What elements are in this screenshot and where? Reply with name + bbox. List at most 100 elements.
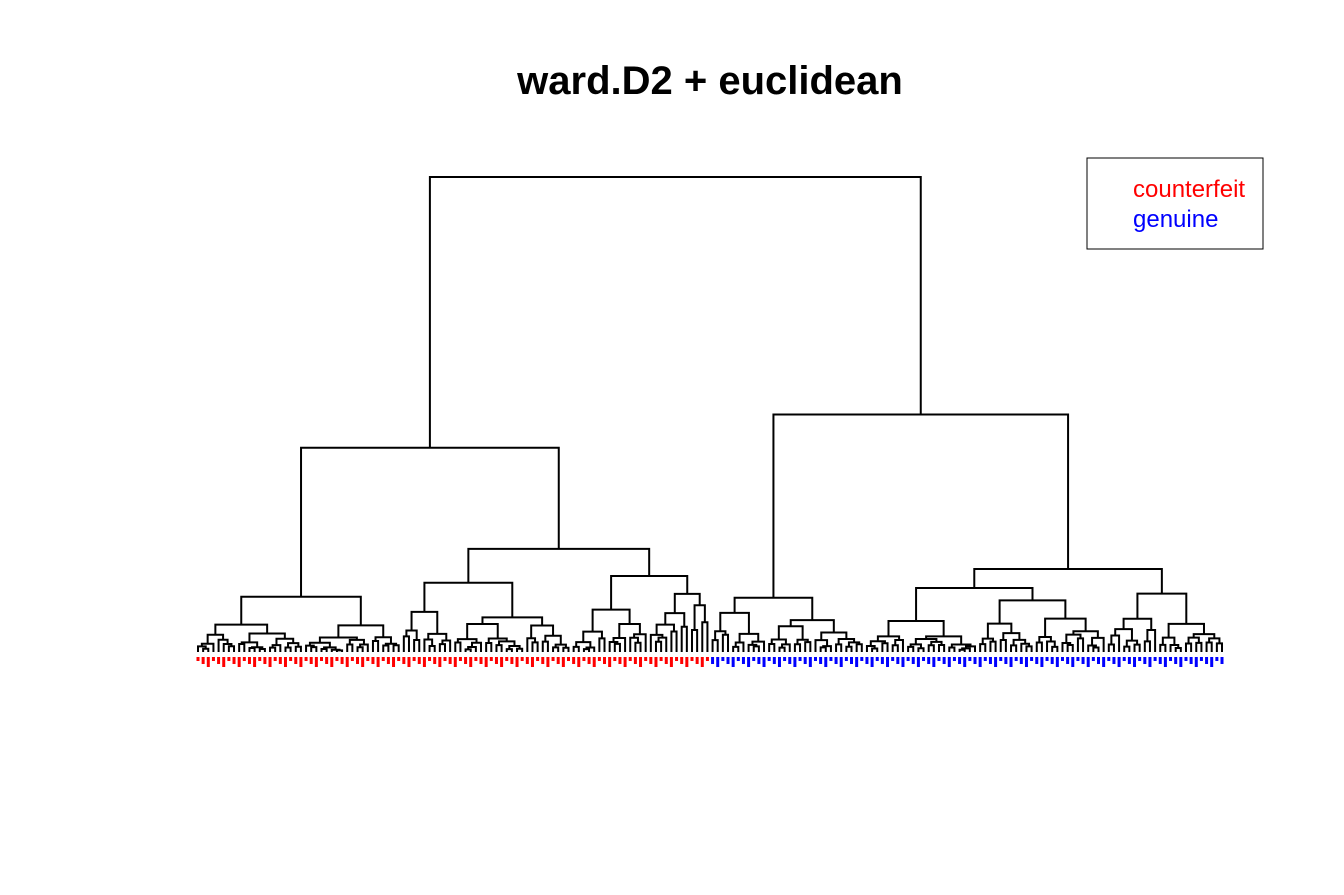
dendrogram-branch <box>248 647 256 652</box>
leaf-label-counterfeit <box>669 657 673 667</box>
dendrogram-branch <box>719 611 750 634</box>
leaf-label-counterfeit <box>376 657 380 667</box>
dendrogram-branch <box>770 638 787 645</box>
leaf-label-genuine <box>901 657 905 667</box>
dendrogram-branch <box>1136 592 1188 624</box>
leaf-label-genuine <box>942 657 946 664</box>
dendrogram-branch <box>1159 643 1167 652</box>
dendrogram-branch <box>1122 617 1153 631</box>
dendrogram-branch <box>1092 646 1100 652</box>
leaf-label-counterfeit <box>237 657 241 667</box>
dendrogram-branch <box>1038 635 1052 643</box>
dendrogram-branch <box>495 644 503 652</box>
leaf-label-genuine <box>896 657 900 664</box>
leaf-label-counterfeit <box>273 657 277 661</box>
dendrogram-branch <box>1205 641 1213 652</box>
dendrogram-branch <box>772 413 1070 598</box>
leaf-label-genuine <box>736 657 740 661</box>
dendrogram-branch <box>835 643 843 652</box>
leaf-label-counterfeit <box>639 657 643 667</box>
dendrogram-branch <box>441 639 452 652</box>
dendrogram-branch <box>907 645 915 652</box>
leaf-label-counterfeit <box>289 657 293 661</box>
leaf-label-counterfeit <box>433 657 437 664</box>
dendrogram-branch <box>554 643 567 648</box>
dendrogram-branch <box>275 637 295 646</box>
dendrogram-branch <box>582 630 603 643</box>
leaf-label-genuine <box>850 657 854 664</box>
dendrogram-branch <box>382 644 390 652</box>
dendrogram-branch <box>891 644 899 652</box>
leaf-label-genuine <box>891 657 895 661</box>
dendrogram-branch <box>981 637 995 645</box>
leaf-label-genuine <box>1040 657 1044 667</box>
leaf-label-genuine <box>1174 657 1178 664</box>
leaf-label-counterfeit <box>222 657 226 667</box>
leaf-label-counterfeit <box>633 657 637 664</box>
dendrogram-branch <box>1051 645 1059 652</box>
leaf-label-genuine <box>983 657 987 661</box>
dendrogram-branch <box>1114 628 1133 641</box>
dendrogram-branch <box>925 635 963 645</box>
leaf-label-genuine <box>865 657 869 664</box>
dendrogram-branch <box>917 647 925 652</box>
dendrogram-branch <box>428 176 922 448</box>
leaf-label-genuine <box>1122 657 1126 661</box>
leaf-label-counterfeit <box>345 657 349 667</box>
dendrogram-branch <box>881 642 889 652</box>
leaf-label-genuine <box>1014 657 1018 661</box>
dendrogram-branch <box>374 636 392 644</box>
dendrogram-branch <box>721 633 730 652</box>
leaf-label-genuine <box>1184 657 1188 661</box>
leaf-label-genuine <box>1081 657 1085 664</box>
leaf-label-genuine <box>793 657 797 667</box>
dendrogram-branch <box>582 648 591 652</box>
dendrogram-branch <box>294 645 302 652</box>
dendrogram-branch <box>789 619 835 633</box>
leaf-label-counterfeit <box>242 657 246 661</box>
leaf-label-counterfeit <box>258 657 262 661</box>
leaf-label-counterfeit <box>608 657 612 667</box>
dendrogram-branch <box>693 604 706 631</box>
leaf-label-counterfeit <box>587 657 591 664</box>
leaf-label-counterfeit <box>278 657 282 664</box>
dendrogram-branch <box>598 637 606 652</box>
leaf-label-counterfeit <box>366 657 370 661</box>
dendrogram-branch <box>612 637 627 652</box>
dendrogram-branch <box>308 641 331 648</box>
dendrogram-branch <box>526 637 537 652</box>
leaf-label-counterfeit <box>294 657 298 664</box>
leaf-label-genuine <box>829 657 833 661</box>
dendrogram-branch <box>734 641 745 652</box>
leaf-label-counterfeit <box>566 657 570 661</box>
leaf-label-genuine <box>1194 657 1198 667</box>
leaf-label-counterfeit <box>381 657 385 661</box>
leaf-label-genuine <box>1045 657 1049 661</box>
leaf-label-genuine <box>1220 657 1224 664</box>
leaf-label-genuine <box>716 657 720 667</box>
leaf-label-genuine <box>952 657 956 661</box>
dendrogram-branch <box>269 646 277 652</box>
leaf-label-counterfeit <box>556 657 560 664</box>
leaf-label-counterfeit <box>448 657 452 664</box>
leaf-label-genuine <box>1076 657 1080 661</box>
dendrogram-branch <box>318 636 358 643</box>
dendrogram-branch <box>819 646 827 652</box>
dendrogram-branch <box>655 623 675 635</box>
dendrogram-branch <box>1012 638 1027 646</box>
leaf-label-counterfeit <box>561 657 565 667</box>
dendrogram-branch <box>530 624 555 639</box>
leaf-label-genuine <box>757 657 761 664</box>
leaf-label-genuine <box>906 657 910 661</box>
leaf-label-genuine <box>783 657 787 661</box>
dendrogram-branch <box>284 646 292 652</box>
dendrogram-branch <box>1167 622 1205 638</box>
dendrogram-branch <box>937 643 946 652</box>
dendrogram-branch <box>591 608 631 632</box>
dendrogram-branch <box>1195 641 1203 652</box>
dendrogram-branch <box>227 645 236 652</box>
leaf-label-genuine <box>1004 657 1008 664</box>
leaf-label-counterfeit <box>695 657 699 664</box>
dendrogram-branch <box>238 643 246 652</box>
